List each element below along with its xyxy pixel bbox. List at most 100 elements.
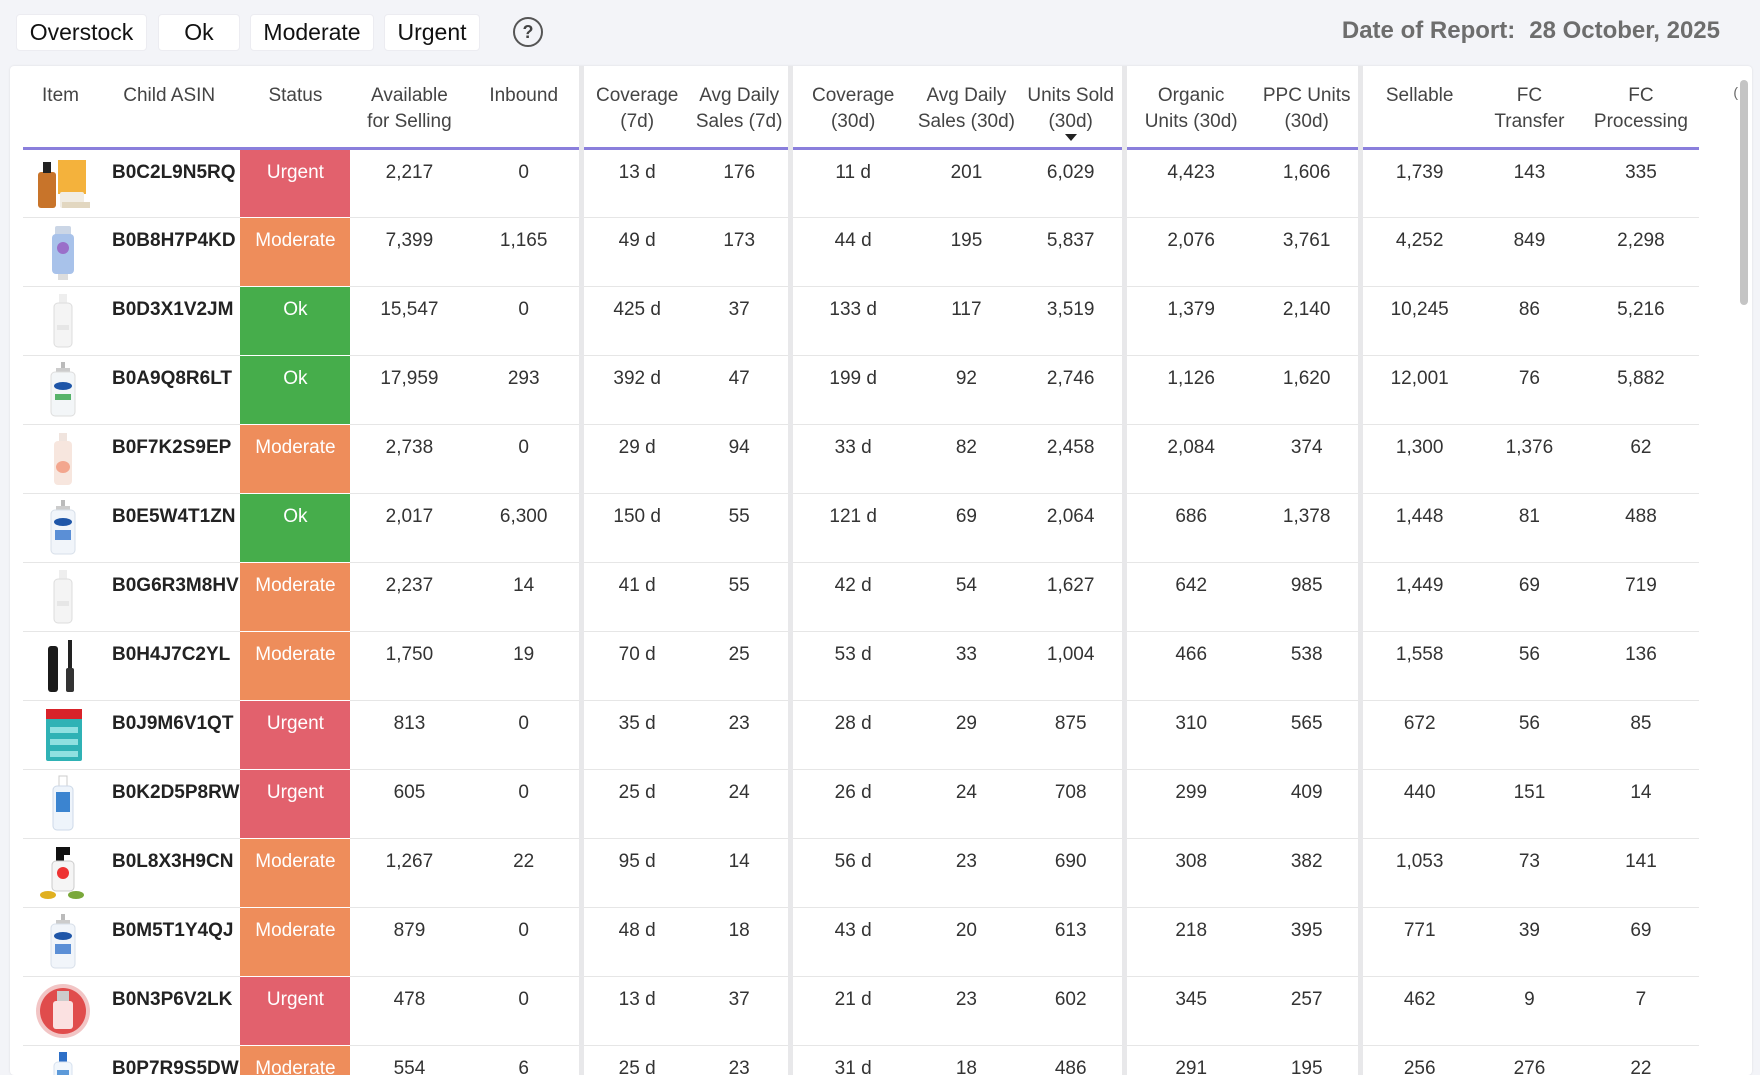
column-header-text: Child ASIN	[123, 85, 216, 106]
sort-desc-icon[interactable]	[1064, 133, 1077, 141]
fc-processing-cell: 5,882	[1582, 355, 1700, 425]
fc-transfer-cell: 143	[1476, 148, 1583, 218]
ppc-units-30d-cell: 1,378	[1255, 493, 1361, 563]
column-header-available-for-selling[interactable]: Available for Selling	[350, 66, 469, 150]
status-badge: Moderate	[240, 907, 351, 977]
filter-overstock-button[interactable]: Overstock	[16, 14, 147, 51]
next-column-hint: (	[1733, 84, 1738, 100]
coverage-7d-cell: 41 d	[578, 562, 691, 632]
inventory-table-panel: Item Child ASIN Status Available for Selling…	[10, 66, 1752, 1075]
column-header-units-sold-30d[interactable]: Units Sold (30d)	[1019, 66, 1125, 150]
product-image	[34, 498, 92, 558]
avg-daily-sales-7d-cell: 94	[690, 424, 791, 494]
avg-daily-sales-30d-cell: 24	[913, 769, 1020, 839]
table-row[interactable]: B0K2D5P8RW Urgent 605 0 25 d 24 26 d 24 708 299 40…	[23, 769, 1700, 839]
ppc-units-30d-cell: 195	[1255, 1045, 1361, 1075]
column-header-coverage-7d[interactable]: Coverage (7d)	[578, 66, 691, 150]
avg-daily-sales-7d-cell: 173	[690, 217, 791, 287]
coverage-7d-cell: 49 d	[578, 217, 691, 287]
avg-daily-sales-30d-cell: 29	[913, 700, 1020, 770]
ppc-units-30d-cell: 1,620	[1255, 355, 1361, 425]
column-header-avg-daily-sales-30d[interactable]: Avg Daily Sales (30d)	[913, 66, 1020, 150]
filter-bar: Overstock Ok Moderate Urgent ? Date of R…	[16, 14, 1760, 51]
column-header-coverage-30d[interactable]: Coverage (30d)	[787, 66, 914, 150]
product-image	[34, 843, 92, 903]
column-header-fc-transfer[interactable]: FC Transfer	[1476, 66, 1583, 150]
fc-processing-cell: 141	[1582, 838, 1700, 908]
fc-transfer-cell: 76	[1476, 355, 1583, 425]
sellable-cell: 1,739	[1357, 148, 1477, 218]
column-header-text: Status	[268, 85, 323, 106]
organic-units-30d-cell: 2,084	[1121, 424, 1256, 494]
table-row[interactable]: B0J9M6V1QT Urgent 813 0 35 d 23 28 d 29 875 310 56…	[23, 700, 1700, 770]
coverage-30d-cell: 26 d	[787, 769, 914, 839]
coverage-30d-cell: 199 d	[787, 355, 914, 425]
column-header-status[interactable]: Status	[240, 66, 351, 150]
column-header-ppc-units-30d[interactable]: PPC Units (30d)	[1255, 66, 1361, 150]
status-badge: Moderate	[240, 217, 351, 287]
units-sold-30d-cell: 875	[1019, 700, 1125, 770]
column-header-child-asin[interactable]: Child ASIN	[98, 66, 241, 150]
available-for-selling-cell: 7,399	[350, 217, 469, 287]
filter-urgent-button[interactable]: Urgent	[384, 14, 480, 51]
avg-daily-sales-7d-cell: 23	[690, 1045, 791, 1075]
sellable-cell: 1,448	[1357, 493, 1477, 563]
organic-units-30d-cell: 1,379	[1121, 286, 1256, 356]
vertical-scrollbar[interactable]	[1740, 80, 1748, 305]
column-header-inbound[interactable]: Inbound	[468, 66, 582, 150]
inbound-cell: 0	[468, 700, 582, 770]
column-header-fc-processing[interactable]: FC Processing	[1582, 66, 1700, 150]
ppc-units-30d-cell: 538	[1255, 631, 1361, 701]
sellable-cell: 1,558	[1357, 631, 1477, 701]
table-row[interactable]: B0A9Q8R6LT Ok 17,959 293 392 d 47 199 d 92 2,746…	[23, 355, 1700, 425]
inbound-cell: 293	[468, 355, 582, 425]
filter-moderate-button[interactable]: Moderate	[250, 14, 374, 51]
product-image	[34, 912, 92, 972]
column-header-text: Units Sold	[1027, 85, 1114, 106]
fc-processing-cell: 14	[1582, 769, 1700, 839]
coverage-30d-cell: 56 d	[787, 838, 914, 908]
product-thumbnail	[23, 907, 98, 977]
column-header-item[interactable]: Item	[23, 66, 98, 150]
coverage-30d-cell: 31 d	[787, 1045, 914, 1075]
units-sold-30d-cell: 3,519	[1019, 286, 1125, 356]
table-row[interactable]: B0D3X1V2JM Ok 15,547 0 425 d 37 133 d 117 3,519 1…	[23, 286, 1700, 356]
table-row[interactable]: B0G6R3M8HV Moderate 2,237 14 41 d 55 42 d 54 1,6…	[23, 562, 1700, 632]
units-sold-30d-cell: 6,029	[1019, 148, 1125, 218]
sellable-cell: 771	[1357, 907, 1477, 977]
inbound-cell: 0	[468, 976, 582, 1046]
table-row[interactable]: B0L8X3H9CN Moderate 1,267 22 95 d 14 56 d 23 690…	[23, 838, 1700, 908]
product-image	[34, 154, 92, 214]
filter-ok-button[interactable]: Ok	[158, 14, 240, 51]
fc-transfer-cell: 276	[1476, 1045, 1583, 1075]
product-image	[34, 222, 92, 282]
organic-units-30d-cell: 4,423	[1121, 148, 1256, 218]
ppc-units-30d-cell: 985	[1255, 562, 1361, 632]
table-row[interactable]: B0P7R9S5DW Moderate 554 6 25 d 23 31 d 18 486 291…	[23, 1045, 1700, 1075]
table-row[interactable]: B0N3P6V2LK Urgent 478 0 13 d 37 21 d 23 602 345 25…	[23, 976, 1700, 1046]
table-row[interactable]: B0M5T1Y4QJ Moderate 879 0 48 d 18 43 d 20 613 218…	[23, 907, 1700, 977]
column-header-text: Coverage	[595, 85, 679, 106]
coverage-30d-cell: 42 d	[787, 562, 914, 632]
product-thumbnail	[23, 1045, 98, 1075]
avg-daily-sales-7d-cell: 14	[690, 838, 791, 908]
column-header-organic-units-30d[interactable]: Organic Units (30d)	[1121, 66, 1256, 150]
table-row[interactable]: B0H4J7C2YL Moderate 1,750 19 70 d 25 53 d 33 1,0…	[23, 631, 1700, 701]
table-row[interactable]: B0F7K2S9EP Moderate 2,738 0 29 d 94 33 d 82 2,45…	[23, 424, 1700, 494]
ppc-units-30d-cell: 409	[1255, 769, 1361, 839]
product-image	[34, 291, 92, 351]
question-circle-icon[interactable]: ?	[513, 17, 543, 47]
product-image	[34, 1050, 92, 1075]
column-header-sellable[interactable]: Sellable	[1357, 66, 1477, 150]
child-asin-cell: B0L8X3H9CN	[98, 838, 241, 908]
avg-daily-sales-30d-cell: 54	[913, 562, 1020, 632]
table-row[interactable]: B0C2L9N5RQ Urgent 2,217 0 13 d 176 11 d 201 6,02…	[23, 148, 1700, 218]
inbound-cell: 1,165	[468, 217, 582, 287]
product-thumbnail	[23, 493, 98, 563]
inbound-cell: 6,300	[468, 493, 582, 563]
table-row[interactable]: B0E5W4T1ZN Ok 2,017 6,300 150 d 55 121 d 69 2,06…	[23, 493, 1700, 563]
column-header-avg-daily-sales-7d[interactable]: Avg Daily Sales (7d)	[690, 66, 791, 150]
sellable-cell: 672	[1357, 700, 1477, 770]
child-asin-cell: B0H4J7C2YL	[98, 631, 241, 701]
